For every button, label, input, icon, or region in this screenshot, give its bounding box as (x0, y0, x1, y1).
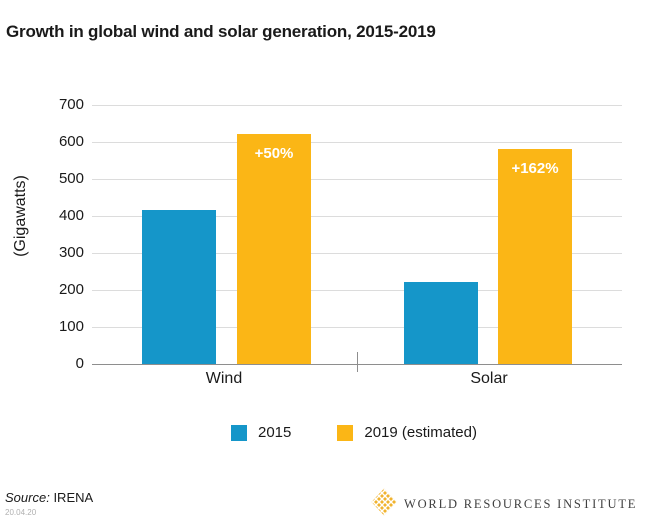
legend-swatch-icon (231, 424, 247, 441)
legend-swatch-icon (337, 424, 354, 441)
wri-logo: WORLD RESOURCES INSTITUTE (371, 488, 637, 521)
y-tick-label: 100 (58, 318, 84, 335)
y-tick-label: 0 (75, 355, 84, 372)
y-tick-label: 500 (58, 170, 84, 187)
gridline (92, 290, 622, 291)
gridline (92, 327, 622, 328)
legend-item: 2015 (231, 424, 291, 441)
chart-title: Growth in global wind and solar generati… (6, 22, 436, 41)
category-separator-tick (357, 352, 358, 372)
gridline (92, 105, 622, 106)
y-tick-label: 300 (58, 244, 84, 261)
gridline (92, 142, 622, 143)
source-label: Source: (5, 490, 50, 505)
gridline (92, 253, 622, 254)
bar-solar-2015 (404, 281, 478, 364)
date-note: 20.04.20 (5, 508, 37, 517)
y-tick-label: 400 (58, 207, 84, 224)
bar-growth-label: +50% (254, 144, 294, 162)
y-tick-label: 200 (58, 281, 84, 298)
gridline (92, 179, 622, 180)
bar-wind-2015 (142, 210, 216, 364)
plot-area: +50% +162% (92, 105, 622, 365)
source-note: Source: IRENA (5, 490, 93, 505)
bar-solar-2019: +162% (498, 149, 572, 364)
bar-wind-2019: +50% (237, 133, 311, 364)
y-tick-label: 700 (58, 96, 84, 113)
legend-item: 2019 (estimated) (337, 424, 477, 441)
source-value: IRENA (53, 490, 94, 505)
wri-wordmark: WORLD RESOURCES INSTITUTE (404, 497, 638, 511)
x-category-label-wind: Wind (205, 370, 243, 387)
wri-lattice-icon (371, 488, 397, 521)
legend: 2015 2019 (estimated) (231, 424, 477, 441)
y-tick-label: 600 (58, 133, 84, 150)
y-axis-title: (Gigawatts) (12, 175, 29, 257)
legend-label: 2015 (258, 424, 292, 441)
gridline (92, 216, 622, 217)
legend-label: 2019 (estimated) (364, 424, 477, 441)
x-category-label-solar: Solar (470, 370, 508, 387)
bar-growth-label: +162% (511, 160, 559, 178)
